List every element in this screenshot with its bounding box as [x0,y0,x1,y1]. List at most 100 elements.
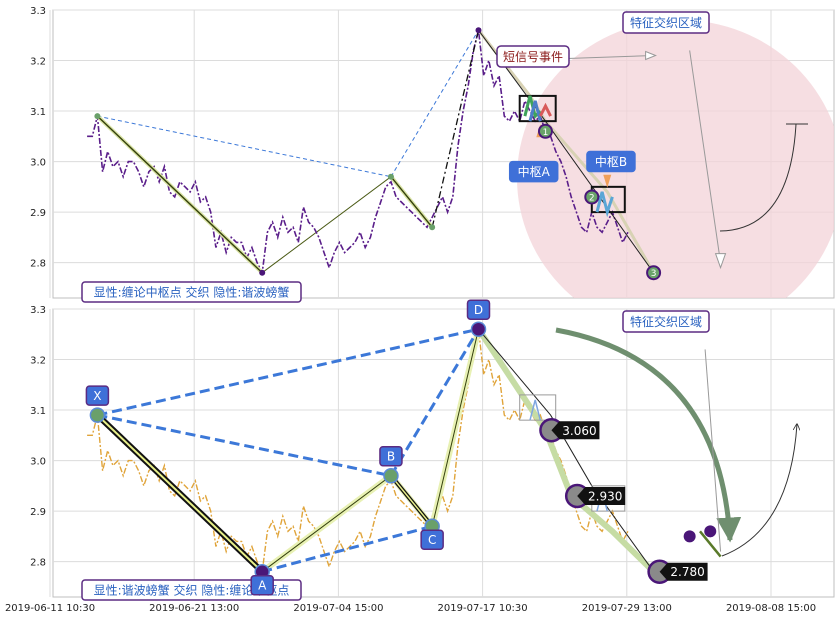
bottom-harmonic-point [383,467,399,484]
bottom-white-arrow-v [704,349,722,552]
bottom-harmonic-dashed-line [97,327,479,417]
bottom-harmonic-label-box [466,299,491,320]
bottom-dot-purple-1 [683,530,696,543]
bottom-pivot-box-a [519,394,557,421]
top-pivot-dot [259,269,266,276]
bottom-y-tick-label: 3.1 [30,406,46,417]
bottom-harmonic-label-box [85,385,110,406]
x-tick-label: 2019-06-11 10:30 [5,603,95,614]
bottom-harmonic-label-text: D [474,303,483,317]
bottom-legend-text: 显性:谐波螃蟹 交织 隐性:缠论中枢点 [94,582,290,597]
bottom-harmonic-label-box [379,445,403,467]
top-region-label-text: 特征交织区域 [630,15,702,30]
top-panel: 1 2 3 3.3 3.2 3.1 3.0 2.9 2.8 [30,6,835,299]
top-pivot-label-text: 中枢A [518,164,551,179]
top-y-tick-label: 3.1 [30,107,46,118]
bottom-harmonic-label-box [420,529,444,551]
bottom-price-callout-text: 3.060 [562,424,596,438]
bottom-harmonic-point [89,407,106,423]
top-legend-box [81,281,302,303]
top-y-tick-label: 3.0 [30,158,46,169]
bottom-price-callout-box [659,562,708,581]
top-feature-region [517,20,834,298]
top-marker-label: 2 [589,193,595,203]
bottom-harmonic-point [470,321,487,337]
bottom-panel: 3.33.23.13.02.92.8 2019-06-11 10:30 2019-… [5,305,835,614]
bottom-dot-purple-2 [704,525,717,538]
bottom-descent-line [478,328,655,572]
top-marker: 2 [584,189,600,205]
bottom-price-callout: 2.780 [647,559,708,584]
bottom-y-tick-label: 3.3 [30,305,46,316]
bottom-cd-line [431,329,479,527]
bottom-big-curve-arrow [555,327,742,543]
bottom-plot-frame [52,308,835,598]
bottom-price-callout-text: 2.930 [588,489,622,503]
bottom-region-label-box [622,310,710,333]
bottom-harmonic-label: C [420,529,444,551]
top-white-arrowhead-h [645,50,657,61]
top-marker: 1 [537,123,553,139]
x-tick-label: 2019-08-08 15:00 [726,603,816,614]
x-tick-label: 2019-07-29 13:00 [582,603,672,614]
bottom-harmonic-label: B [379,445,403,467]
top-pivot-dot [387,173,394,180]
bottom-harmonic-label-text: C [428,533,436,547]
top-event-label: 短信号事件 [496,45,570,68]
top-y-tick-label: 2.8 [30,259,46,270]
top-marker-circle [584,189,600,205]
top-legend-text: 显性:缠论中枢点 交织 隐性:谐波螃蟹 [94,284,290,299]
bottom-y-tick-label: 3.2 [30,356,46,367]
top-pivot-dot [475,27,482,34]
top-pointer-b [603,174,612,188]
top-pivot-label-box [508,160,559,183]
bottom-y-axis: 3.3 3.2 3.1 3.0 2.9 2.8 [30,305,46,569]
top-marker-label: 1 [543,128,549,138]
bottom-harmonic-label-text: A [258,579,267,593]
bottom-price-callout: 3.060 [539,418,600,443]
top-white-arrowhead-v [714,253,727,270]
bottom-harmonic-label-text: X [93,389,101,403]
top-pivot-a-zig-red [538,102,552,117]
top-curve-arrow [719,123,797,232]
bottom-price-callout-box [551,421,600,440]
top-chanlun-seg-1 [96,115,263,274]
bottom-end-segment [699,530,722,558]
top-y-tick-label: 2.9 [30,208,46,219]
top-y-tick-label: 3.3 [30,6,46,17]
top-pivot-a-zig-blue [528,100,542,122]
top-region-label: 特征交织区域 [622,11,710,34]
top-pivot-label: 中枢B [586,150,636,173]
top-y-axis: 3.3 3.2 3.1 3.0 2.9 2.8 [30,6,46,270]
top-cd-line [431,30,480,228]
bottom-region-label-text: 特征交织区域 [630,314,702,329]
bottom-thin-curve-arrow [721,424,797,557]
bottom-harmonic-label: X [85,385,110,406]
top-pivot-dot [429,224,436,231]
top-white-arrow-v [689,50,722,263]
top-price-series [87,30,629,276]
bottom-pivot-zig-a [529,399,542,421]
top-marker-label: 3 [651,269,657,279]
bottom-grid [49,308,834,597]
x-tick-label: 2019-07-04 15:00 [293,603,383,614]
top-marker-circle [537,123,553,139]
top-harmonic-xb-line [97,115,392,178]
top-event-label-text: 短信号事件 [503,50,563,64]
bottom-ab-line [261,475,392,573]
bottom-y-tick-label: 2.8 [30,558,46,569]
x-tick-label: 2019-06-21 13:00 [149,603,239,614]
top-pivot-label: 中枢A [508,160,559,183]
top-harmonic-ab-line [261,176,392,274]
top-marker: 3 [646,265,662,281]
bottom-harmonic-dashed-line [389,328,480,477]
x-axis: 2019-06-11 10:30 2019-06-21 13:00 2019-07-… [5,603,816,614]
bottom-xa-line [96,414,263,573]
top-pivot-label-box [586,150,636,173]
x-tick-label: 2019-07-17 10:30 [438,603,528,614]
top-pivot-label-text: 中枢B [595,154,627,169]
top-harmonic-bd-line [390,29,479,177]
bottom-legend-box [81,579,302,601]
top-pivot-b-zig [595,191,614,218]
